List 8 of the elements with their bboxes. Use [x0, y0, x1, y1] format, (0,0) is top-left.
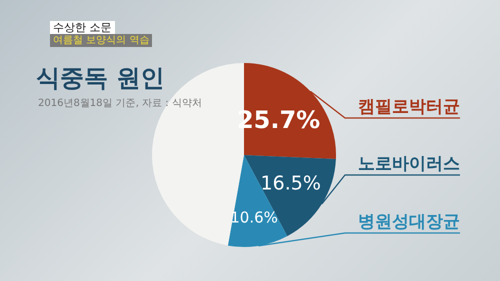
data-label: 16.5%	[260, 172, 321, 194]
text: 2016년8월18일 기준, 자료 : 식약처	[38, 97, 202, 110]
slice-label: 노로바이러스	[358, 154, 460, 174]
slice-label: 캠필로박터균	[358, 97, 460, 117]
slice-label: 병원성대장균	[358, 212, 460, 232]
chart-title: 식중독 원인	[36, 63, 164, 94]
text: 수상한 소문	[50, 21, 114, 35]
text: 여름철 보양식의 역습	[50, 34, 152, 47]
